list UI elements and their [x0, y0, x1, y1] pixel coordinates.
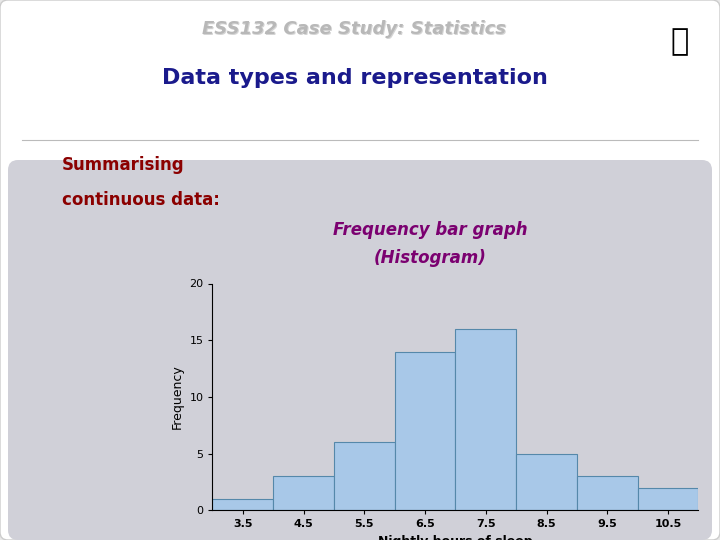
X-axis label: Nightly hours of sleep: Nightly hours of sleep	[378, 535, 533, 540]
FancyBboxPatch shape	[8, 160, 712, 540]
Text: Frequency bar graph: Frequency bar graph	[333, 221, 527, 239]
Bar	[212, 499, 273, 510]
Bar	[577, 476, 638, 510]
Text: continuous data:: continuous data:	[62, 191, 220, 209]
Text: Summarising: Summarising	[62, 156, 184, 174]
Bar	[638, 488, 698, 510]
Bar	[455, 329, 516, 510]
Y-axis label: Frequency: Frequency	[171, 364, 184, 429]
Text: Data types and representation: Data types and representation	[162, 68, 548, 88]
Text: ESS132 Case Study: Statistics: ESS132 Case Study: Statistics	[203, 21, 507, 39]
Bar	[273, 476, 334, 510]
Text: (Histogram): (Histogram)	[374, 249, 487, 267]
Text: 🌍: 🌍	[671, 28, 689, 57]
Text: ESS132 Case Study: Statistics: ESS132 Case Study: Statistics	[202, 20, 506, 38]
Bar	[395, 352, 455, 510]
Bar	[334, 442, 395, 510]
Bar	[516, 454, 577, 510]
